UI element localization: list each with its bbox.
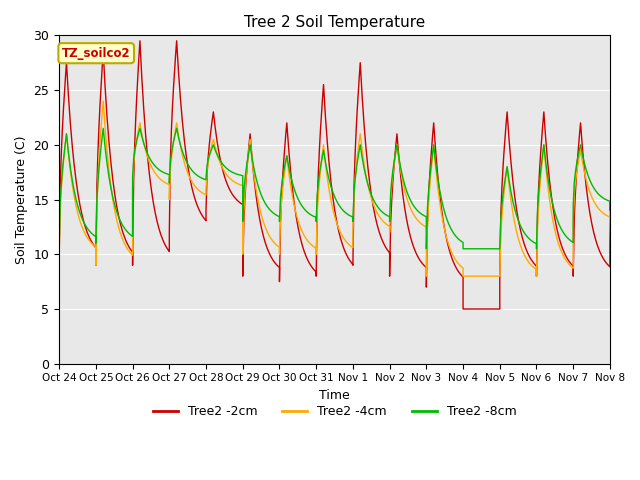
X-axis label: Time: Time bbox=[319, 389, 350, 402]
Line: Tree2 -4cm: Tree2 -4cm bbox=[59, 101, 640, 276]
Tree2 -4cm bbox=[99, 98, 107, 104]
Tree2 -2cm bbox=[292, 215, 300, 220]
Tree2 -4cm bbox=[422, 273, 430, 279]
Tree2 -8cm bbox=[87, 230, 95, 236]
Tree2 -2cm bbox=[460, 306, 467, 312]
Line: Tree2 -8cm: Tree2 -8cm bbox=[59, 128, 640, 249]
Tree2 -2cm bbox=[136, 38, 144, 44]
Line: Tree2 -2cm: Tree2 -2cm bbox=[59, 41, 640, 309]
Tree2 -8cm bbox=[55, 240, 63, 246]
Tree2 -2cm bbox=[239, 273, 246, 279]
Tree2 -8cm bbox=[292, 192, 300, 198]
Tree2 -2cm bbox=[263, 245, 271, 251]
Tree2 -8cm bbox=[239, 218, 246, 224]
Tree2 -2cm bbox=[55, 257, 63, 263]
Tree2 -2cm bbox=[340, 247, 348, 253]
Y-axis label: Soil Temperature (C): Soil Temperature (C) bbox=[15, 135, 28, 264]
Tree2 -4cm bbox=[292, 212, 300, 217]
Tree2 -4cm bbox=[340, 236, 348, 242]
Tree2 -4cm bbox=[611, 163, 619, 169]
Tree2 -4cm bbox=[87, 240, 95, 246]
Tree2 -8cm bbox=[263, 204, 271, 209]
Tree2 -8cm bbox=[611, 166, 619, 172]
Tree2 -8cm bbox=[340, 209, 348, 215]
Tree2 -4cm bbox=[239, 252, 246, 257]
Tree2 -2cm bbox=[611, 116, 619, 121]
Tree2 -2cm bbox=[87, 238, 95, 244]
Tree2 -8cm bbox=[99, 125, 107, 131]
Tree2 -8cm bbox=[422, 246, 430, 252]
Legend: Tree2 -2cm, Tree2 -4cm, Tree2 -8cm: Tree2 -2cm, Tree2 -4cm, Tree2 -8cm bbox=[148, 400, 522, 423]
Tree2 -4cm bbox=[263, 229, 271, 235]
Tree2 -4cm bbox=[55, 252, 63, 257]
Text: TZ_soilco2: TZ_soilco2 bbox=[62, 47, 131, 60]
Title: Tree 2 Soil Temperature: Tree 2 Soil Temperature bbox=[244, 15, 425, 30]
